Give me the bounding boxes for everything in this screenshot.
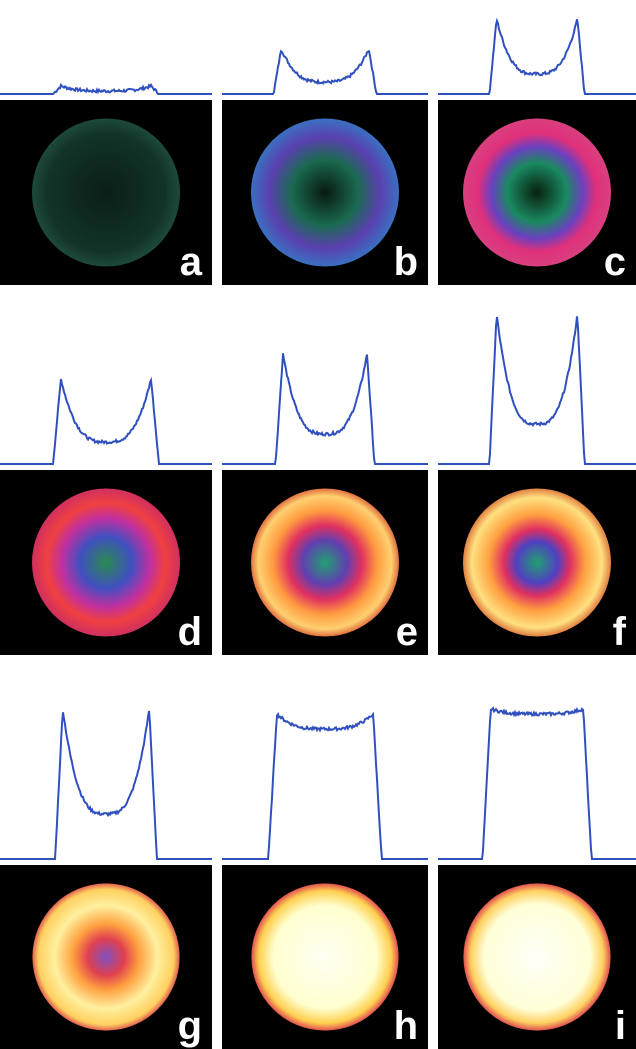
panel: g [0, 710, 212, 1049]
panel-label: b [394, 240, 418, 284]
panel: e [222, 353, 428, 655]
panel: c [438, 17, 636, 285]
panel-label: h [394, 1004, 418, 1048]
panel: b [222, 49, 428, 285]
panel-label: a [180, 240, 203, 284]
beam-spot [32, 118, 180, 267]
profile-curve [438, 316, 636, 465]
panel: f [438, 316, 636, 655]
profile-curve [438, 706, 636, 860]
profile-curve [222, 711, 428, 860]
panel: h [222, 711, 428, 1049]
beam-spot [251, 488, 399, 637]
beam-spot [32, 488, 180, 637]
panel-label: g [178, 1004, 202, 1048]
beam-spot [32, 883, 180, 1031]
panel-label: c [604, 240, 626, 284]
panel: i [438, 706, 636, 1049]
beam-spot [463, 883, 611, 1031]
profile-curve [438, 17, 636, 95]
profile-curve [0, 376, 212, 465]
panel-label: i [615, 1004, 626, 1048]
beam-spot [463, 488, 611, 637]
profile-curve [0, 82, 212, 95]
panel-label: f [613, 610, 627, 654]
beam-spot [463, 118, 611, 267]
panel: d [0, 376, 212, 655]
panel-label: e [396, 610, 418, 654]
panel-label: d [178, 610, 202, 654]
beam-spot [251, 118, 399, 267]
panel: a [0, 82, 212, 285]
profile-curve [0, 710, 212, 860]
profile-curve [222, 49, 428, 95]
beam-spot [251, 883, 399, 1031]
profile-curve [222, 353, 428, 465]
